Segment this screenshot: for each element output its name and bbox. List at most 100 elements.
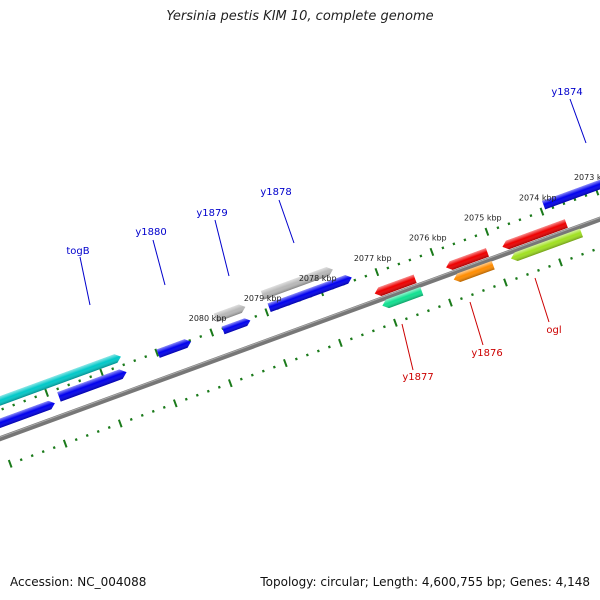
gene-arrow-shading bbox=[267, 275, 352, 312]
major-tick bbox=[429, 247, 435, 257]
minor-tick bbox=[184, 397, 188, 401]
minor-tick bbox=[67, 383, 71, 387]
gene-arrow-shading bbox=[446, 248, 489, 270]
minor-tick bbox=[239, 377, 243, 381]
forward-gene-3[interactable] bbox=[156, 337, 193, 358]
gene-arrow-shading bbox=[0, 354, 121, 410]
minor-tick bbox=[250, 373, 254, 377]
forward-gene-8-label: y1874 bbox=[551, 87, 582, 98]
reverse-gene-1-leader-line bbox=[401, 323, 414, 371]
minor-tick bbox=[129, 417, 133, 421]
minor-tick bbox=[199, 335, 203, 339]
minor-tick bbox=[107, 425, 111, 429]
forward-gene-5-label: y1879 bbox=[196, 208, 227, 219]
minor-tick bbox=[570, 256, 573, 260]
minor-tick bbox=[581, 252, 584, 256]
minor-tick bbox=[382, 325, 386, 329]
minor-tick bbox=[537, 268, 540, 272]
reverse-gene-5-leader-line bbox=[534, 277, 550, 323]
reverse-gene-4[interactable] bbox=[501, 219, 568, 251]
major-tick bbox=[283, 358, 288, 368]
forward-gene-2[interactable] bbox=[57, 367, 128, 402]
kbp-label: 2080 kbp bbox=[189, 314, 227, 323]
kbp-label: 2079 kbp bbox=[244, 294, 282, 303]
minor-tick bbox=[562, 202, 566, 206]
minor-tick bbox=[360, 333, 364, 337]
backbone-highlight bbox=[0, 123, 600, 441]
reverse-gene-3-leader-line bbox=[469, 301, 484, 346]
minor-tick bbox=[459, 297, 463, 301]
reverse-gene-1[interactable] bbox=[381, 287, 424, 310]
major-tick bbox=[503, 278, 508, 287]
major-tick bbox=[117, 419, 123, 428]
minor-tick bbox=[518, 218, 522, 222]
major-tick bbox=[393, 318, 398, 327]
major-tick bbox=[44, 388, 49, 397]
minor-tick bbox=[272, 365, 276, 369]
reverse-gene-3[interactable] bbox=[452, 260, 495, 284]
major-tick bbox=[539, 207, 545, 216]
gene-arrow-shading bbox=[374, 274, 417, 296]
minor-tick bbox=[316, 349, 320, 353]
minor-tick bbox=[41, 450, 45, 454]
major-tick bbox=[558, 258, 563, 267]
gene-arrow-shading bbox=[221, 318, 251, 335]
major-tick bbox=[154, 348, 160, 357]
forward-gene-7-leader-line bbox=[278, 199, 295, 244]
forward-gene-1[interactable] bbox=[0, 352, 122, 410]
reverse-gene-5[interactable] bbox=[509, 228, 583, 263]
minor-tick bbox=[133, 359, 137, 363]
minor-tick bbox=[327, 345, 331, 349]
minor-tick bbox=[144, 355, 148, 359]
minor-tick bbox=[404, 317, 408, 321]
accession-text: Accession: NC_004088 bbox=[10, 575, 147, 589]
minor-tick bbox=[96, 430, 100, 434]
minor-tick bbox=[437, 305, 441, 309]
gene-arrow-shading bbox=[260, 267, 333, 300]
kbp-label: 2074 kbp bbox=[519, 193, 557, 202]
reverse-gene-3-label: y1876 bbox=[471, 348, 502, 359]
kbp-label: 2078 kbp bbox=[299, 274, 337, 283]
minor-tick bbox=[19, 458, 23, 462]
minor-tick bbox=[592, 248, 595, 252]
minor-tick bbox=[52, 446, 56, 450]
forward-gene-3-leader-line bbox=[152, 239, 166, 286]
forward-gene-6[interactable] bbox=[260, 265, 335, 300]
minor-tick bbox=[12, 403, 16, 407]
major-tick bbox=[99, 368, 105, 377]
forward-gene-2-label: togB bbox=[66, 246, 89, 257]
gene-arrow-shading bbox=[502, 219, 568, 250]
forward-gene-5-leader-line bbox=[214, 219, 230, 277]
forward-gene-7[interactable] bbox=[267, 273, 354, 312]
major-tick bbox=[374, 267, 380, 277]
kbp-label: 2077 kbp bbox=[354, 254, 392, 263]
minor-tick bbox=[188, 339, 192, 343]
minor-tick bbox=[305, 353, 309, 357]
minor-tick bbox=[441, 246, 445, 250]
minor-tick bbox=[386, 266, 390, 270]
minor-tick bbox=[496, 226, 500, 230]
major-tick bbox=[228, 379, 233, 388]
minor-tick bbox=[426, 309, 430, 313]
minor-tick bbox=[415, 313, 419, 317]
forward-gene-0[interactable] bbox=[0, 399, 56, 429]
minor-tick bbox=[408, 258, 412, 262]
minor-tick bbox=[507, 222, 511, 226]
major-tick bbox=[172, 399, 178, 408]
minor-tick bbox=[111, 367, 115, 371]
map-labels: 2080 kbp 2079 kbp 2078 kbp 2077 kbp 2076 kbp… bbox=[66, 87, 600, 383]
minor-tick bbox=[140, 413, 144, 417]
reverse-gene-2[interactable] bbox=[445, 248, 489, 272]
minor-tick bbox=[254, 314, 258, 318]
gene-arrow-shading bbox=[453, 260, 495, 282]
forward-gene-5[interactable] bbox=[221, 317, 252, 335]
minor-tick bbox=[584, 194, 588, 198]
forward-gene-4[interactable] bbox=[213, 303, 247, 323]
major-tick bbox=[484, 227, 490, 236]
major-tick bbox=[338, 338, 343, 348]
minor-tick bbox=[371, 329, 375, 333]
minor-tick bbox=[548, 264, 551, 268]
minor-tick bbox=[573, 198, 577, 202]
reverse-gene-0[interactable] bbox=[373, 274, 417, 298]
